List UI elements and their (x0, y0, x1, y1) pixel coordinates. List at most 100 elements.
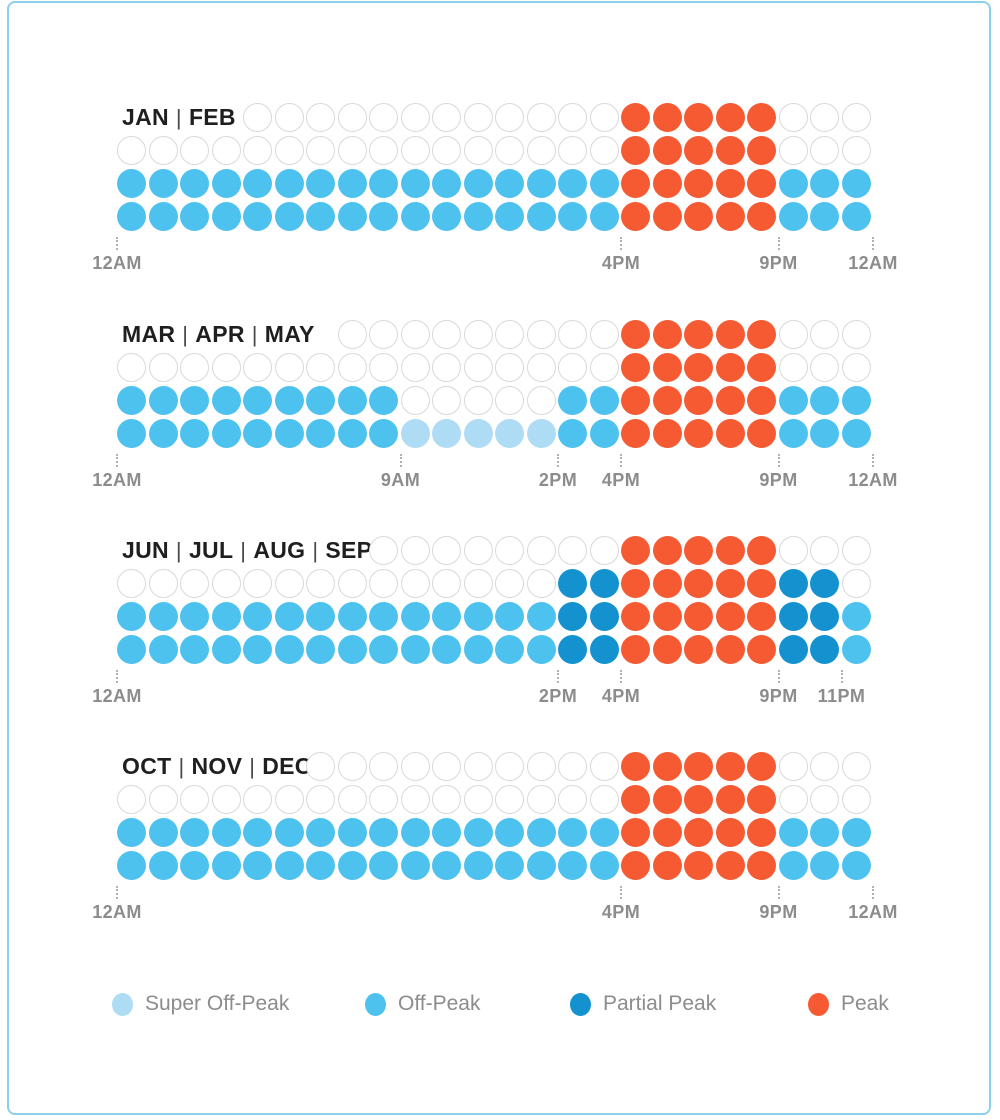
cell-peak (621, 536, 650, 565)
cell-off-peak (778, 169, 808, 198)
cell-off-peak (526, 602, 556, 631)
cell-partial-peak (778, 569, 808, 598)
cell-off-peak (148, 635, 178, 664)
cell-peak (652, 353, 682, 382)
cell-peak (684, 851, 713, 880)
cell-peak (747, 752, 776, 781)
cell-none (432, 136, 461, 165)
axis-label: 9PM (759, 902, 798, 922)
axis-tick (777, 454, 780, 467)
cell-off-peak (432, 635, 461, 664)
hour-row-2 (117, 569, 871, 598)
cell-none (369, 353, 398, 382)
cell-none (369, 136, 398, 165)
axis-tick (116, 454, 118, 467)
cell-off-peak (526, 169, 556, 198)
cell-peak (652, 202, 682, 231)
cell-off-peak (306, 419, 335, 448)
cell-off-peak (306, 635, 335, 664)
axis-tick (116, 886, 118, 899)
axis-tick (620, 454, 622, 467)
cell-off-peak (778, 202, 808, 231)
axis-label: 4PM (601, 902, 641, 922)
axis-label: 9PM (759, 253, 798, 273)
cell-none (463, 320, 493, 349)
axis-tick (777, 886, 780, 899)
legend-label: Super Off-Peak (145, 992, 290, 1015)
cell-peak (621, 635, 650, 664)
cell-off-peak (526, 635, 556, 664)
cell-off-peak (117, 602, 146, 631)
cell-peak (652, 602, 682, 631)
axis-tick (872, 886, 874, 899)
cell-off-peak (306, 851, 335, 880)
cell-peak (715, 536, 745, 565)
cell-partial-peak (778, 602, 808, 631)
cell-none (589, 136, 619, 165)
axis-tick (399, 454, 402, 467)
hour-row-4 (117, 202, 871, 231)
cell-none (589, 536, 619, 565)
cell-off-peak (274, 851, 304, 880)
cell-none (337, 569, 367, 598)
axis-tick (872, 237, 874, 250)
axis-tick (777, 670, 780, 683)
cell-off-peak (369, 386, 398, 415)
cell-peak (715, 103, 745, 132)
cell-peak (652, 818, 682, 847)
cell-off-peak (243, 635, 272, 664)
axis-tick (620, 237, 622, 250)
section-title-jun-jul-aug-sep: JUN | JUL | AUG | SEP (122, 535, 372, 566)
cell-none (526, 386, 556, 415)
cell-super-off-peak (495, 419, 524, 448)
cell-none (778, 103, 808, 132)
cell-off-peak (274, 419, 304, 448)
cell-none (589, 103, 619, 132)
cell-off-peak (589, 419, 619, 448)
cell-peak (684, 103, 713, 132)
cell-none (841, 569, 871, 598)
hour-row-2 (117, 353, 871, 382)
cell-off-peak (148, 202, 178, 231)
cell-none (400, 569, 430, 598)
cell-peak (747, 202, 776, 231)
cell-off-peak (337, 851, 367, 880)
cell-none (180, 353, 209, 382)
cell-off-peak (463, 602, 493, 631)
cell-none (400, 752, 430, 781)
cell-off-peak (369, 851, 398, 880)
cell-none (589, 752, 619, 781)
cell-peak (684, 818, 713, 847)
hour-row-4 (117, 419, 871, 448)
cell-peak (715, 386, 745, 415)
cell-off-peak (211, 851, 241, 880)
cell-off-peak (810, 202, 839, 231)
cell-off-peak (841, 635, 871, 664)
cell-off-peak (180, 851, 209, 880)
cell-none (243, 785, 272, 814)
title-separator: | (251, 322, 258, 347)
cell-off-peak (243, 419, 272, 448)
month-label: DEC (262, 753, 312, 779)
cell-none (810, 536, 839, 565)
cell-none (337, 353, 367, 382)
cell-off-peak (778, 851, 808, 880)
cell-peak (747, 386, 776, 415)
cell-off-peak (495, 818, 524, 847)
cell-none (589, 785, 619, 814)
cell-none (778, 536, 808, 565)
cell-none (810, 785, 839, 814)
cell-none (432, 536, 461, 565)
cell-none (337, 752, 367, 781)
axis-label: 2PM (538, 470, 578, 490)
cell-none (306, 785, 335, 814)
section-title-jan-feb: JAN | FEB (122, 102, 236, 133)
cell-peak (747, 785, 776, 814)
hour-row-2 (117, 136, 871, 165)
cell-off-peak (117, 635, 146, 664)
cell-super-off-peak (400, 419, 430, 448)
cell-none (274, 785, 304, 814)
cell-off-peak (495, 602, 524, 631)
legend-label: Peak (841, 992, 889, 1015)
